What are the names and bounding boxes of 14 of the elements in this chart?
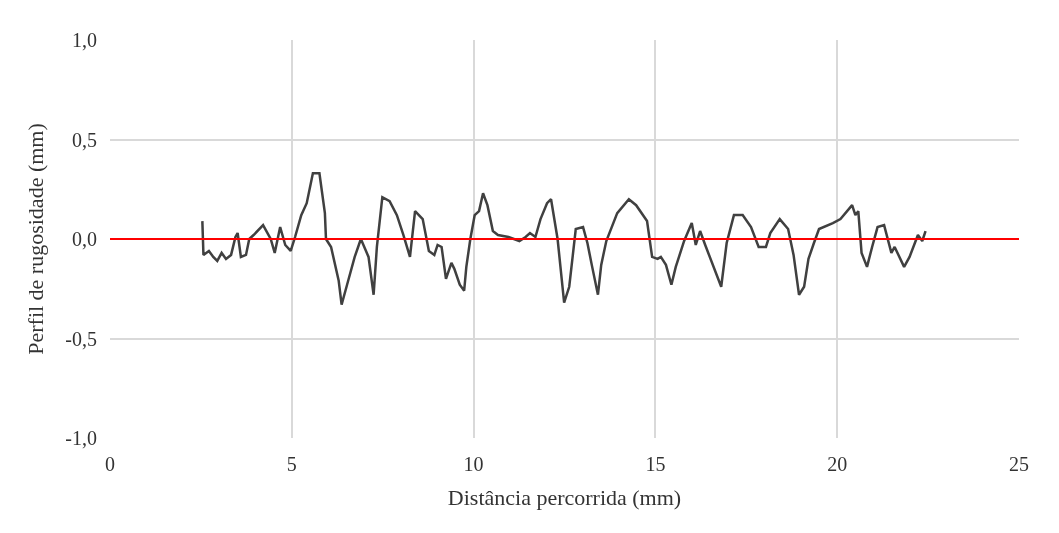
y-tick-label: 0,5	[72, 128, 97, 151]
x-tick-label: 0	[105, 453, 115, 475]
x-axis-title: Distância percorrida (mm)	[447, 484, 682, 510]
x-tick-label: 25	[1009, 453, 1029, 475]
y-axis-title: Perfil de rugosidade (mm)	[23, 123, 49, 355]
line-series	[201, 172, 927, 306]
y-tick-label: 1,0	[72, 29, 97, 51]
x-tick-label: 5	[286, 453, 297, 475]
x-tick-label: 15	[645, 453, 666, 475]
x-tick-label: 10	[463, 453, 484, 475]
y-tick-label: -1,0	[65, 427, 97, 449]
y-tick-label: -0,5	[65, 327, 97, 350]
x-tick-label: 20	[827, 453, 848, 475]
y-tick-label: 0,0	[72, 228, 97, 250]
